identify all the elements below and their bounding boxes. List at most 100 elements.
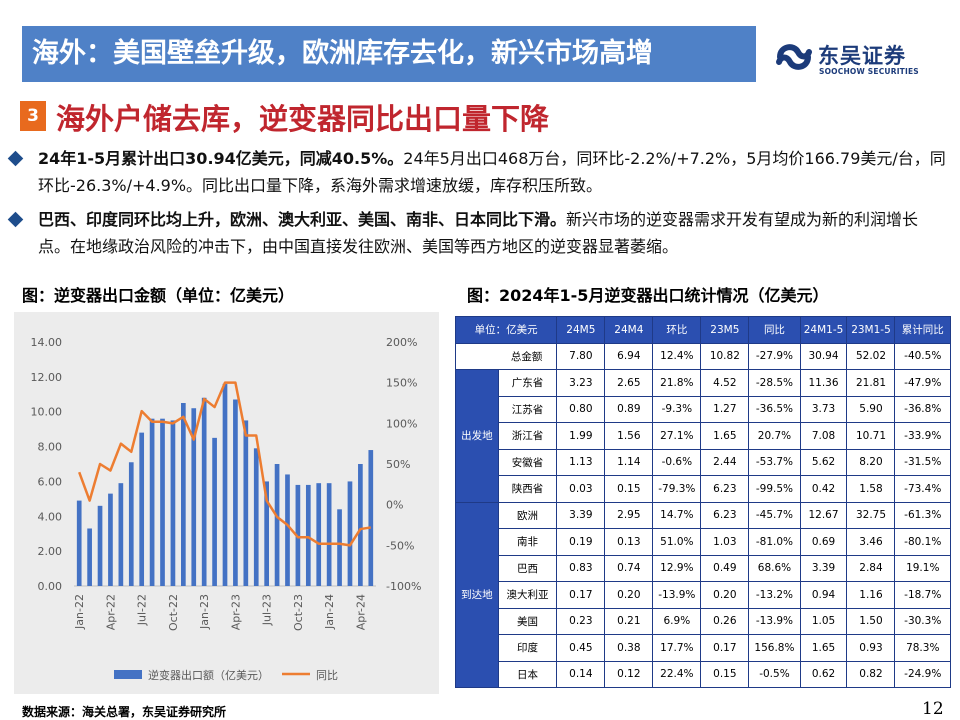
table-cell: -30.3% [894, 607, 951, 635]
table-cell: 12.67 [799, 501, 848, 529]
table-cell: 5.90 [846, 395, 896, 423]
table-cell: 4.52 [700, 369, 750, 397]
table-cell: 51.0% [652, 528, 702, 556]
table-cell: 0.20 [604, 581, 654, 609]
table-header-cell: 累计同比 [894, 316, 951, 344]
page-number: 12 [922, 699, 944, 719]
table-cell: -36.8% [894, 395, 951, 423]
y-left-tick-label: 2.00 [38, 545, 63, 558]
table-cell: -13.9% [652, 581, 702, 609]
bullet-body-text: 24年5月出口468万台，同环比-2.2%/+7.2%，5月均价166.79美元… [38, 149, 946, 195]
export-stats-table: 单位：亿美元 24M5 24M4 环比 23M5 同比 24M1-5 23M1-5 累计同比 总… [454, 316, 951, 688]
table-cell: 0.20 [700, 581, 750, 609]
bullet-text: 巴西、印度同环比均上升，欧洲、澳大利亚、美国、南非、日本同比下滑。新兴市场的逆变… [38, 206, 950, 260]
table-cell: -28.5% [748, 369, 801, 397]
table-cell: 52.02 [846, 342, 896, 370]
chart-bar [347, 481, 353, 586]
table-cell: 20.7% [748, 422, 801, 450]
table-cell: 1.16 [846, 581, 896, 609]
table-cell: -79.3% [652, 475, 702, 503]
table-cell: 3.39 [556, 501, 606, 529]
table-cell: 0.93 [846, 634, 896, 662]
bullet-body-text: 新兴市场的逆变器需求开发有望成为新的利润增长点。在地缘政治风险的冲击下，由中国直… [38, 210, 919, 256]
x-tick-label: Oct-22 [167, 594, 180, 631]
table-cell: 0.15 [700, 660, 750, 688]
table-cell: 5.62 [799, 448, 848, 476]
table-cell: 14.7% [652, 501, 702, 529]
export-chart: 0.00 2.00 4.00 6.00 8.00 10.00 12.00 14.00 -100%… [31, 336, 422, 682]
figure-title-table: 图：2024年1-5月逆变器出口统计情况（亿美元） [467, 286, 829, 305]
table-cell: 3.46 [846, 528, 896, 556]
page-banner: 海外：美国壁垒升级，欧洲库存去化，新兴市场高增 [22, 26, 756, 82]
table-cell: 156.8% [748, 634, 801, 662]
chart-bar [212, 437, 217, 586]
table-cell: 21.81 [846, 369, 896, 397]
table-cell: 11.36 [799, 369, 848, 397]
table-cell: -73.4% [894, 475, 951, 503]
table-cell: 0.38 [604, 634, 654, 662]
y-right-tick-label: 100% [386, 417, 417, 430]
legend-line-label: 同比 [316, 669, 338, 682]
chart-bar [181, 403, 186, 586]
legend-bar-swatch [114, 670, 142, 679]
chart-bar [97, 505, 103, 586]
x-tick-label: Apr-24 [354, 594, 367, 630]
table-cell: 0.94 [799, 581, 848, 609]
x-tick-label: Apr-23 [229, 594, 242, 630]
table-cell: 6.23 [700, 475, 750, 503]
y-right-tick-label: -100% [386, 580, 421, 593]
table-cell: 0.83 [556, 554, 606, 582]
table-cell: -99.5% [748, 475, 801, 503]
chart-bar [76, 500, 82, 586]
table-header-cell: 23M5 [700, 316, 750, 344]
row-label: 广东省 [497, 369, 558, 397]
row-label: 印度 [497, 634, 558, 662]
table-cell: 21.8% [652, 369, 702, 397]
data-source: 数据来源：海关总署，东吴证券研究所 [22, 705, 227, 719]
chart-bar [264, 481, 269, 586]
table-cell: 1.99 [556, 422, 606, 450]
x-tick-label: Jul-23 [261, 594, 274, 626]
y-left-tick-label: 14.00 [31, 336, 63, 349]
table-cell: -47.9% [894, 369, 951, 397]
table-cell: 6.94 [604, 342, 654, 370]
section-number: 3 [20, 101, 46, 131]
table-cell: 10.82 [700, 342, 750, 370]
table-cell: 8.20 [846, 448, 896, 476]
table-row: 巴西 0.83 0.74 12.9% 0.49 68.6% 3.39 2.84 19.1% [456, 554, 951, 582]
table-cell: 12.9% [652, 554, 702, 582]
table-row: 出发地 广东省 3.23 2.65 21.8% 4.52 -28.5% 11.36 21.81-… [455, 369, 951, 503]
company-logo: 东吴证券 SOOCHOW SECURITIES [774, 40, 954, 78]
table-cell: -40.5% [894, 342, 951, 370]
chart-bar [316, 483, 322, 586]
row-label: 浙江省 [497, 422, 558, 450]
chart-bar [326, 483, 332, 586]
section-title: 海外户储去库，逆变器同比出口量下降 [56, 102, 550, 136]
table-cell: 2.84 [846, 554, 896, 582]
table-row: 江苏省 0.80 0.89 -9.3% 1.27 -36.5% 3.73 5.90 -36.8% [456, 395, 951, 423]
chart-bar [160, 418, 165, 586]
chart-bar [201, 397, 207, 586]
table-cell: 0.21 [604, 607, 654, 635]
table-cell: -13.2% [748, 581, 801, 609]
chart-bar [253, 448, 259, 586]
table-cell: 2.95 [604, 501, 654, 529]
table-cell: 0.42 [799, 475, 848, 503]
table-cell: 1.56 [604, 422, 654, 450]
table-cell: 0.17 [556, 581, 606, 609]
table-cell: -24.9% [894, 660, 951, 688]
row-label: 日本 [497, 660, 558, 688]
y-left-tick-label: 0.00 [38, 580, 63, 593]
diamond-bullet-icon [7, 150, 24, 167]
table-cell: 3.39 [799, 554, 848, 582]
chart-bar [118, 483, 124, 586]
table-cell: 2.44 [700, 448, 750, 476]
row-label: 巴西 [497, 554, 558, 582]
table-cell: -0.5% [748, 660, 801, 688]
chart-bar [191, 408, 197, 586]
chart-bar [128, 462, 134, 586]
table-cell: -53.7% [748, 448, 801, 476]
table-cell: -0.6% [652, 448, 702, 476]
table-cell: -27.9% [748, 342, 801, 370]
table-cell: 0.62 [799, 660, 848, 688]
